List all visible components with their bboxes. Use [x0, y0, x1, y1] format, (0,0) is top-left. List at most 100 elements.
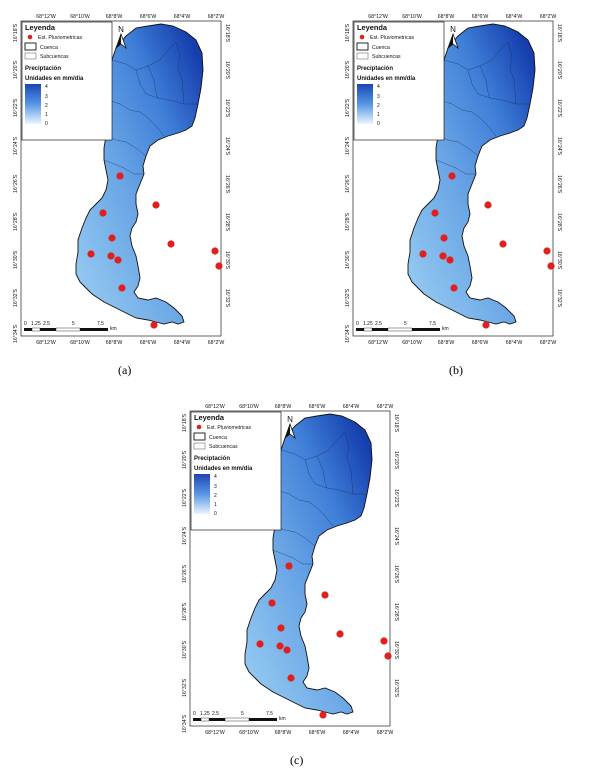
- bottom-tick-label: 68°10'W: [70, 340, 90, 346]
- map-svg: 68°12'W 68°10'W 68°8'W 68°6'W 68°4'W 68°2'W 6…: [13, 14, 230, 346]
- scale-label: 7.5: [429, 321, 436, 327]
- bottom-tick-label: 68°10'W: [402, 340, 422, 346]
- left-tick-label: 16°32'S: [182, 678, 188, 697]
- map-panel-a: 68°12'W 68°10'W 68°8'W 68°6'W 68°4'W 68°2'W 6…: [8, 8, 231, 350]
- top-tick-label: 68°12'W: [205, 404, 225, 410]
- right-tick-label: 16°28'S: [393, 603, 399, 622]
- legend-station-symbol: [27, 34, 33, 40]
- station-point: [321, 591, 329, 599]
- map-frame: [352, 20, 554, 337]
- bottom-ticks: 68°12'W 68°10'W 68°8'W 68°6'W 68°4'W 68°2'W: [368, 340, 556, 346]
- station-point: [87, 250, 95, 258]
- station-point: [547, 262, 555, 270]
- right-tick-label: 16°18'S: [556, 24, 562, 43]
- station-point: [118, 284, 126, 292]
- scale-label: 2.5: [43, 321, 50, 327]
- legend-title: Leyenda: [25, 23, 56, 32]
- station-point: [211, 247, 219, 255]
- left-tick-label: 16°30'S: [13, 250, 19, 269]
- bottom-tick-label: 68°4'W: [343, 730, 360, 736]
- legend-box: Leyenda Est. Pluviometricas Cuenca Subcu…: [21, 21, 113, 141]
- left-tick-label: 16°26'S: [182, 564, 188, 583]
- left-tick-label: 16°34'S: [13, 324, 19, 343]
- ramp-label-max: 4: [377, 84, 380, 90]
- scale-label: 7.5: [266, 711, 273, 717]
- right-tick-label: 16°24'S: [224, 137, 230, 156]
- station-point: [384, 652, 392, 660]
- legend-precip-title: Preciptación: [194, 456, 230, 462]
- left-tick-label: 16°22'S: [13, 98, 19, 117]
- station-point: [256, 640, 264, 648]
- station-point: [482, 321, 490, 329]
- station-point: [150, 321, 158, 329]
- scale-label: 5: [404, 321, 407, 327]
- bottom-tick-label: 68°8'W: [106, 340, 123, 346]
- right-tick-label: 16°32'S: [224, 289, 230, 308]
- scale-label: 1.25: [31, 321, 41, 327]
- right-tick-label: 16°28'S: [556, 213, 562, 232]
- legend-box: Leyenda Est. Pluviometricas Cuenca Subcu…: [353, 21, 445, 141]
- top-tick-label: 68°6'W: [472, 14, 489, 20]
- ramp-label: 1: [214, 502, 217, 508]
- legend-item-stations: Est. Pluviometricas: [207, 425, 252, 431]
- map-panel-b: 68°12'W 68°10'W 68°8'W 68°6'W 68°4'W 68°2'W 6…: [340, 8, 563, 350]
- scale-label: 0: [24, 321, 27, 327]
- scale-label: 1.25: [363, 321, 373, 327]
- station-point: [439, 252, 447, 260]
- legend-title: Leyenda: [357, 23, 388, 32]
- station-point: [99, 209, 107, 217]
- top-tick-label: 68°10'W: [239, 404, 259, 410]
- bottom-ticks: 68°12'W 68°10'W 68°8'W 68°6'W 68°4'W 68°2'W: [36, 340, 224, 346]
- left-tick-label: 16°32'S: [345, 288, 351, 307]
- scale-unit: km: [279, 716, 286, 722]
- top-tick-label: 68°12'W: [36, 14, 56, 20]
- station-point: [419, 250, 427, 258]
- top-tick-label: 68°4'W: [174, 14, 191, 20]
- bottom-tick-label: 68°12'W: [368, 340, 388, 346]
- legend-item-basin: Cuenca: [209, 435, 227, 441]
- top-tick-label: 68°2'W: [377, 404, 394, 410]
- scale-label: 2.5: [212, 711, 219, 717]
- map-panel-c: 68°12'W 68°10'W 68°8'W 68°6'W 68°4'W 68°2'W 6…: [177, 398, 400, 740]
- ramp-label: 2: [214, 493, 217, 499]
- subbasin-lines: [272, 431, 367, 565]
- left-tick-label: 16°32'S: [13, 288, 19, 307]
- legend-item-basin: Cuenca: [40, 45, 58, 51]
- bottom-tick-label: 68°6'W: [472, 340, 489, 346]
- left-tick-label: 16°20'S: [13, 60, 19, 79]
- bottom-tick-label: 68°10'W: [239, 730, 259, 736]
- scale-bar: 0 1.25 2.5 5 7.5 km: [356, 321, 449, 332]
- north-arrow-icon: N: [284, 415, 296, 440]
- station-point: [319, 711, 327, 719]
- map-frame: [20, 20, 222, 337]
- ramp-label-max: 4: [214, 474, 217, 480]
- left-tick-label: 16°20'S: [182, 450, 188, 469]
- left-tick-label: 16°18'S: [345, 23, 351, 42]
- station-point: [440, 234, 448, 242]
- scale-label: 0: [193, 711, 196, 717]
- legend-basin-symbol: [193, 432, 206, 441]
- color-ramp: [25, 84, 41, 124]
- right-tick-label: 16°28'S: [224, 213, 230, 232]
- left-tick-label: 16°30'S: [345, 250, 351, 269]
- legend-subbasin-symbol: [193, 442, 206, 450]
- station-point: [336, 630, 344, 638]
- station-point: [215, 262, 223, 270]
- legend-basin-symbol: [24, 42, 37, 51]
- station-point: [431, 209, 439, 217]
- bottom-tick-label: 68°6'W: [309, 730, 326, 736]
- scale-bar: 0 1.25 2.5 5 7.5 km: [193, 711, 286, 722]
- top-tick-label: 68°12'W: [368, 14, 388, 20]
- left-tick-label: 16°18'S: [182, 413, 188, 432]
- scale-unit: km: [442, 326, 449, 332]
- top-tick-label: 68°8'W: [106, 14, 123, 20]
- left-tick-label: 16°24'S: [182, 526, 188, 545]
- top-tick-label: 68°6'W: [140, 14, 157, 20]
- left-ticks: 16°18'S 16°20'S 16°22'S 16°24'S 16°26'S 16°28…: [345, 23, 351, 343]
- legend-units: Unidades en mm/día: [357, 76, 416, 82]
- top-tick-label: 68°4'W: [506, 14, 523, 20]
- legend-item-stations: Est. Pluviometricas: [38, 35, 83, 41]
- right-tick-label: 16°22'S: [393, 489, 399, 508]
- right-tick-label: 16°18'S: [393, 414, 399, 433]
- left-tick-label: 16°26'S: [345, 174, 351, 193]
